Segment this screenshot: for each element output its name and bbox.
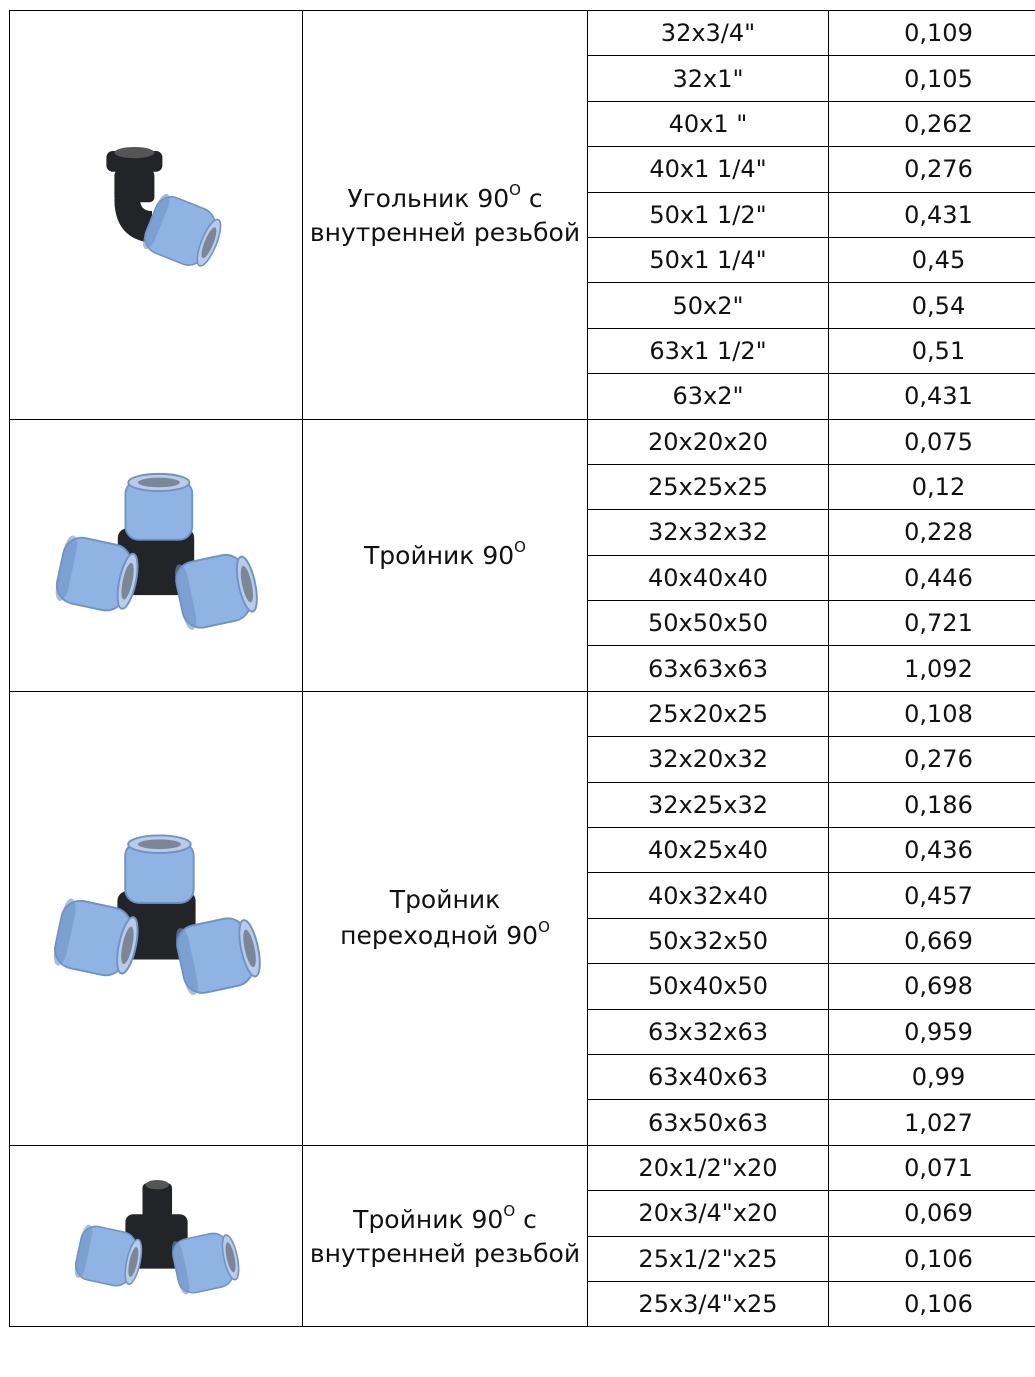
weight-cell: 0,436 <box>829 828 1035 873</box>
degree-superscript: O <box>509 181 521 199</box>
size-cell: 40x25x40 <box>588 828 829 873</box>
size-cell: 32x25x32 <box>588 782 829 827</box>
size-cell: 50x32x50 <box>588 918 829 963</box>
product-name-line: Угольник 90O с <box>303 180 587 216</box>
weight-cell: 0,106 <box>829 1236 1035 1281</box>
weight-cell: 0,431 <box>829 192 1035 237</box>
product-name-text: внутренней резьбой <box>310 218 580 247</box>
weight-cell: 0,262 <box>829 101 1035 146</box>
size-cell: 63x1 1/2" <box>588 328 829 373</box>
product-name-text: Тройник 90 <box>364 541 514 570</box>
product-image-cell <box>10 11 303 420</box>
size-cell: 63x50x63 <box>588 1100 829 1145</box>
weight-cell: 0,54 <box>829 283 1035 328</box>
product-name-text: Тройник <box>390 885 500 914</box>
weight-cell: 1,027 <box>829 1100 1035 1145</box>
size-cell: 20x20x20 <box>588 419 829 464</box>
size-cell: 25x25x25 <box>588 464 829 509</box>
weight-cell: 0,228 <box>829 510 1035 555</box>
weight-cell: 0,186 <box>829 782 1035 827</box>
tee-90-icon <box>10 465 302 645</box>
table-row: Тройник 90O 20x20x20 0,075 <box>10 419 1035 464</box>
weight-cell: 0,457 <box>829 873 1035 918</box>
size-cell: 25x20x25 <box>588 691 829 736</box>
weight-cell: 0,99 <box>829 1054 1035 1099</box>
size-cell: 32x1" <box>588 56 829 101</box>
product-image-cell <box>10 1145 303 1327</box>
size-cell: 50x1 1/4" <box>588 237 829 282</box>
weight-cell: 0,276 <box>829 147 1035 192</box>
weight-cell: 0,698 <box>829 964 1035 1009</box>
product-name-suffix: с <box>521 184 543 213</box>
product-name: Тройник переходной 90O <box>303 691 588 1145</box>
size-cell: 63x32x63 <box>588 1009 829 1054</box>
weight-cell: 0,276 <box>829 737 1035 782</box>
table-row: Тройник переходной 90O 25x20x25 0,108 <box>10 691 1035 736</box>
size-cell: 40x1 1/4" <box>588 147 829 192</box>
product-name: Тройник 90O с внутренней резьбой <box>303 1145 588 1327</box>
product-name-line: внутренней резьбой <box>303 216 587 250</box>
weight-cell: 0,12 <box>829 464 1035 509</box>
size-cell: 40x1 " <box>588 101 829 146</box>
weight-cell: 0,51 <box>829 328 1035 373</box>
size-cell: 32x3/4" <box>588 11 829 56</box>
size-cell: 50x1 1/2" <box>588 192 829 237</box>
size-cell: 20x3/4"x20 <box>588 1191 829 1236</box>
product-name-line: Тройник <box>303 883 587 917</box>
weight-cell: 0,105 <box>829 56 1035 101</box>
size-cell: 32x32x32 <box>588 510 829 555</box>
product-image-cell <box>10 691 303 1145</box>
weight-cell: 0,959 <box>829 1009 1035 1054</box>
size-cell: 50x40x50 <box>588 964 829 1009</box>
tee-90-female-thread-icon <box>10 1166 302 1306</box>
size-cell: 40x32x40 <box>588 873 829 918</box>
size-cell: 25x3/4"x25 <box>588 1281 829 1326</box>
weight-cell: 0,106 <box>829 1281 1035 1326</box>
product-name-text: внутренней резьбой <box>310 1239 580 1268</box>
size-cell: 32x20x32 <box>588 737 829 782</box>
product-name-line: переходной 90O <box>303 917 587 953</box>
product-name-text: переходной 90 <box>340 921 538 950</box>
weight-cell: 0,669 <box>829 918 1035 963</box>
size-cell: 50x50x50 <box>588 601 829 646</box>
weight-cell: 0,108 <box>829 691 1035 736</box>
table-row: Угольник 90O с внутренней резьбой 32x3/4" 0… <box>10 11 1035 56</box>
degree-superscript: O <box>538 918 550 936</box>
elbow-90-female-thread-icon <box>10 140 302 290</box>
product-name-text: Тройник 90 <box>353 1205 503 1234</box>
product-table-body: Угольник 90O с внутренней резьбой 32x3/4" 0… <box>10 11 1035 1327</box>
product-table: Угольник 90O с внутренней резьбой 32x3/4" 0… <box>9 10 1035 1327</box>
weight-cell: 0,075 <box>829 419 1035 464</box>
size-cell: 63x2" <box>588 374 829 419</box>
product-name-line: внутренней резьбой <box>303 1237 587 1271</box>
weight-cell: 0,109 <box>829 11 1035 56</box>
size-cell: 50x2" <box>588 283 829 328</box>
size-cell: 40x40x40 <box>588 555 829 600</box>
weight-cell: 1,092 <box>829 646 1035 691</box>
weight-cell: 0,45 <box>829 237 1035 282</box>
product-name-line: Тройник 90O с <box>303 1201 587 1237</box>
size-cell: 20x1/2"x20 <box>588 1145 829 1190</box>
product-name-line: Тройник 90O <box>303 537 587 573</box>
degree-superscript: O <box>514 538 526 556</box>
weight-cell: 0,446 <box>829 555 1035 600</box>
weight-cell: 0,069 <box>829 1191 1035 1236</box>
reducing-tee-90-icon <box>10 826 302 1011</box>
weight-cell: 0,721 <box>829 601 1035 646</box>
product-name: Тройник 90O <box>303 419 588 691</box>
product-name-text: Угольник 90 <box>347 184 509 213</box>
product-name-suffix: с <box>515 1205 537 1234</box>
product-name: Угольник 90O с внутренней резьбой <box>303 11 588 420</box>
table-row: Тройник 90O с внутренней резьбой 20x1/2"x2… <box>10 1145 1035 1190</box>
size-cell: 63x63x63 <box>588 646 829 691</box>
degree-superscript: O <box>503 1202 515 1220</box>
weight-cell: 0,071 <box>829 1145 1035 1190</box>
weight-cell: 0,431 <box>829 374 1035 419</box>
product-image-cell <box>10 419 303 691</box>
size-cell: 63x40x63 <box>588 1054 829 1099</box>
size-cell: 25x1/2"x25 <box>588 1236 829 1281</box>
